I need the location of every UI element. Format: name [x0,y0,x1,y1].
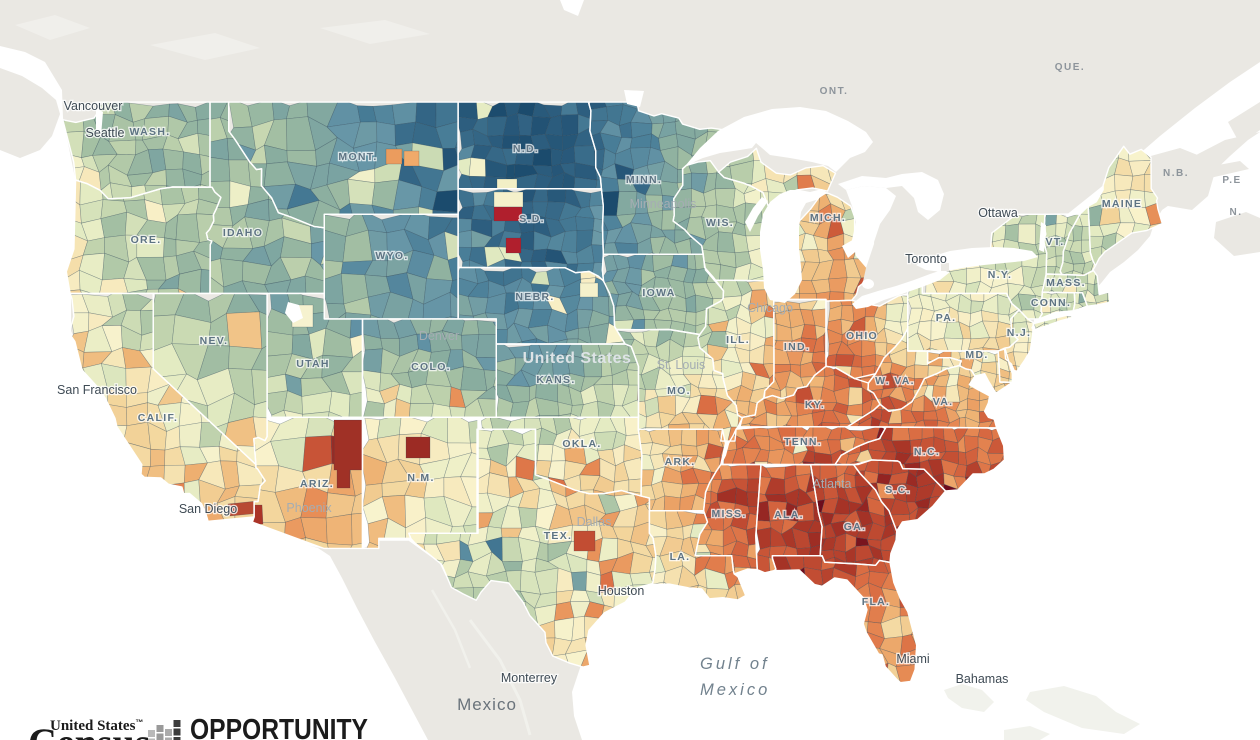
svg-text:W. VA.: W. VA. [875,375,915,387]
svg-text:N.Y.: N.Y. [988,269,1012,281]
svg-text:VA.: VA. [933,396,954,408]
svg-text:KY.: KY. [805,399,825,411]
svg-text:FLA.: FLA. [862,596,891,608]
svg-text:Mexico: Mexico [700,681,770,699]
svg-text:MAINE: MAINE [1102,198,1142,210]
svg-text:TENN.: TENN. [784,436,822,448]
svg-text:WIS.: WIS. [706,217,734,229]
svg-text:N.D.: N.D. [513,143,539,155]
svg-text:MICH.: MICH. [810,212,846,224]
svg-text:Mexico: Mexico [457,695,517,714]
svg-text:Houston: Houston [598,584,645,598]
svg-text:PA.: PA. [936,312,957,324]
svg-text:Denver: Denver [419,329,459,343]
svg-text:MO.: MO. [667,385,691,397]
svg-text:OKLA.: OKLA. [562,438,601,450]
svg-text:CALIF.: CALIF. [138,412,178,424]
svg-text:KANS.: KANS. [536,374,575,386]
svg-text:Minneapolis: Minneapolis [630,197,697,211]
svg-text:CONN.: CONN. [1031,297,1071,309]
svg-text:IND.: IND. [784,341,810,353]
svg-text:Gulf of: Gulf of [700,655,770,673]
svg-text:MONT.: MONT. [338,151,377,163]
svg-text:S.C.: S.C. [885,484,911,496]
svg-text:United States: United States [523,350,632,367]
svg-text:Chicago: Chicago [747,301,793,315]
svg-text:St. Louis: St. Louis [657,358,706,372]
svg-text:Census: Census [28,720,150,740]
svg-text:Ottawa: Ottawa [978,206,1018,220]
svg-text:N.J.: N.J. [1007,327,1031,339]
svg-text:ARIZ.: ARIZ. [300,478,334,490]
svg-text:Vancouver: Vancouver [64,99,123,113]
svg-text:MD.: MD. [965,349,988,361]
svg-text:MASS.: MASS. [1046,277,1086,289]
svg-text:GA.: GA. [844,521,867,533]
svg-text:WASH.: WASH. [130,126,171,138]
svg-text:ARK.: ARK. [665,456,696,468]
svg-text:N.M.: N.M. [407,472,434,484]
svg-text:OPPORTUNITY: OPPORTUNITY [190,714,368,740]
svg-text:N.: N. [1230,207,1243,218]
svg-text:San Francisco: San Francisco [57,383,137,397]
svg-text:COLO.: COLO. [411,361,451,373]
svg-text:P.E: P.E [1222,175,1241,186]
svg-text:Seattle: Seattle [86,126,125,140]
svg-text:TEX.: TEX. [544,530,573,542]
svg-text:MISS.: MISS. [711,508,746,520]
svg-text:IOWA: IOWA [642,287,675,299]
svg-text:ALA.: ALA. [774,509,804,521]
svg-text:NEV.: NEV. [200,335,229,347]
svg-text:Monterrey: Monterrey [501,671,558,685]
svg-text:WYO.: WYO. [375,250,408,262]
svg-text:Atlanta: Atlanta [813,477,852,491]
svg-text:Miami: Miami [896,652,929,666]
svg-text:Toronto: Toronto [905,252,947,266]
svg-text:San Diego: San Diego [179,502,237,516]
svg-text:United States™: United States™ [50,718,143,734]
svg-text:Dallas: Dallas [577,515,612,529]
svg-text:N.B.: N.B. [1163,168,1189,179]
svg-text:Phoenix: Phoenix [286,501,332,515]
svg-text:S.D.: S.D. [519,213,545,225]
svg-text:VT.: VT. [1045,236,1064,248]
svg-text:MINN.: MINN. [626,174,662,186]
svg-text:UTAH: UTAH [296,358,330,370]
svg-text:N.C.: N.C. [914,446,940,458]
svg-text:Bahamas: Bahamas [956,672,1009,686]
svg-text:LA.: LA. [670,551,691,563]
svg-text:ILL.: ILL. [726,334,750,346]
svg-text:OHIO: OHIO [846,330,878,342]
svg-text:ORE.: ORE. [131,234,162,246]
svg-text:ONT.: ONT. [820,86,849,97]
svg-text:QUE.: QUE. [1055,62,1085,73]
svg-text:IDAHO: IDAHO [223,227,263,239]
svg-text:NEBR.: NEBR. [515,291,554,303]
